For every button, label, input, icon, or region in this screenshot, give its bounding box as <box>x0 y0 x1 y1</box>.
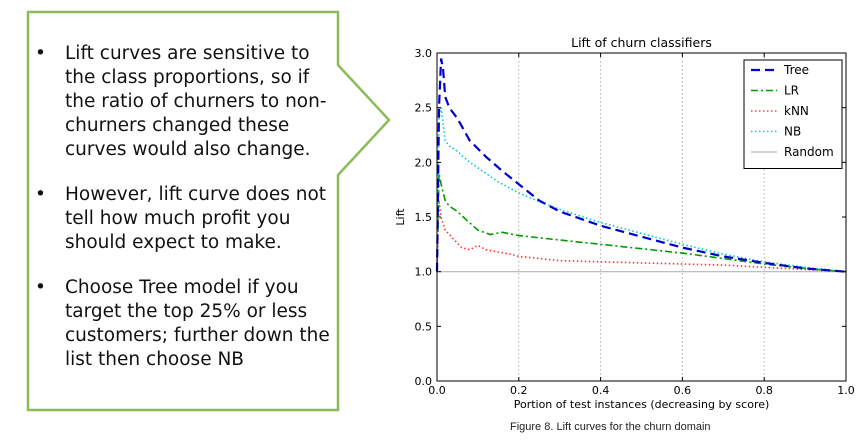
chart-title: Lift of churn classifiers <box>571 35 712 50</box>
legend-label: LR <box>784 84 799 98</box>
y-tick-label: 1.0 <box>415 266 433 279</box>
series-line-lr <box>436 173 847 273</box>
x-axis-label: Portion of test instances (decreasing by… <box>514 398 770 410</box>
series-line-knn <box>436 200 847 273</box>
bullet-text: Lift curves are sensitive to the class p… <box>65 43 327 160</box>
bullet-item: • However, lift curve does not tell how m… <box>35 183 335 255</box>
bullet-item: • Lift curves are sensitive to the class … <box>35 42 335 162</box>
bullet-marker: • <box>35 184 46 205</box>
legend-box <box>743 59 843 169</box>
legend-label: Tree <box>783 63 809 77</box>
series-line-tree <box>435 58 847 273</box>
legend-label: NB <box>784 125 801 139</box>
y-tick-label: 2.5 <box>415 102 433 115</box>
bullet-item: • Choose Tree model if you target the top… <box>35 276 335 372</box>
y-tick-label: 0.0 <box>415 375 433 388</box>
bullet-text: However, lift curve does not tell how mu… <box>65 184 327 253</box>
bullet-text: Choose Tree model if you target the top … <box>65 277 330 370</box>
bullet-marker: • <box>35 277 46 298</box>
x-tick-label: 0.4 <box>592 384 610 397</box>
bullet-list: • Lift curves are sensitive to the class … <box>35 42 335 393</box>
x-tick-label: 0.6 <box>674 384 692 397</box>
x-tick-label: 0.0 <box>428 384 446 397</box>
x-tick-label: 1.0 <box>837 384 855 397</box>
y-axis-label: Lift <box>394 208 407 226</box>
callout-shape <box>26 10 391 412</box>
y-tick-label: 2.0 <box>415 156 433 169</box>
y-tick-label: 0.5 <box>415 320 433 333</box>
x-tick-label: 0.8 <box>755 384 773 397</box>
x-tick-label: 0.2 <box>510 384 528 397</box>
series-line-nb <box>436 107 847 273</box>
legend-label: kNN <box>784 104 809 118</box>
y-tick-label: 1.5 <box>415 211 433 224</box>
lift-chart: 0.0 0.2 0.4 0.6 0.8 1.0 0.0 0.5 1.0 1.5 2.0 2.5 3.0 L… <box>394 35 855 410</box>
y-tick-label: 3.0 <box>415 47 433 60</box>
callout-border <box>26 10 391 412</box>
bullet-marker: • <box>35 43 46 64</box>
figure-caption: Figure 8. Lift curves for the churn doma… <box>510 421 711 433</box>
legend-label: Random <box>784 145 834 159</box>
